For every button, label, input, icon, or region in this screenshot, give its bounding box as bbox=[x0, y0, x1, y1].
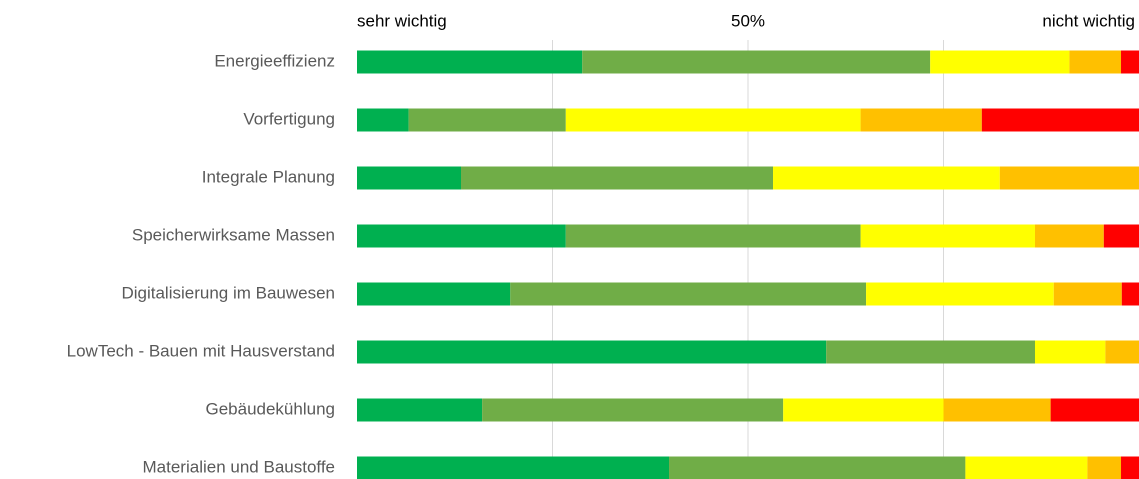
category-label: LowTech - Bauen mit Hausverstand bbox=[67, 341, 335, 360]
bar-segment bbox=[999, 166, 1139, 190]
bar-segment bbox=[1050, 398, 1139, 422]
x-tick-label: 50% bbox=[731, 11, 765, 30]
bar-segment bbox=[565, 108, 861, 132]
x-tick-label: sehr wichtig bbox=[357, 11, 447, 30]
bar-segment bbox=[565, 224, 861, 248]
category-label: Speicherwirksame Massen bbox=[132, 225, 335, 244]
bar-segment bbox=[1105, 340, 1139, 364]
bar-segment bbox=[357, 166, 462, 190]
bar-segment bbox=[669, 456, 966, 479]
bar-segment bbox=[357, 340, 827, 364]
bar-segment bbox=[357, 224, 566, 248]
bar-segment bbox=[860, 108, 982, 132]
bar-segment bbox=[482, 398, 784, 422]
bar-segment bbox=[357, 282, 511, 306]
bar-segment bbox=[357, 456, 670, 479]
bar-segment bbox=[943, 398, 1051, 422]
category-label: Energieeffizienz bbox=[214, 51, 335, 70]
bar-segment bbox=[866, 282, 1054, 306]
x-tick-label: nicht wichtig bbox=[1042, 11, 1135, 30]
bar-segment bbox=[1087, 456, 1122, 479]
bar-segment bbox=[826, 340, 1035, 364]
bar-segment bbox=[773, 166, 1000, 190]
bar-segment bbox=[783, 398, 944, 422]
bar-segment bbox=[1121, 50, 1139, 74]
bar-segment bbox=[1053, 282, 1122, 306]
bar-segment bbox=[860, 224, 1035, 248]
category-label: Integrale Planung bbox=[202, 167, 335, 186]
bar-segment bbox=[981, 108, 1139, 132]
bar-segment bbox=[1034, 224, 1104, 248]
bar-segment bbox=[1103, 224, 1139, 248]
category-label: Digitalisierung im Bauwesen bbox=[121, 283, 335, 302]
bar-segment bbox=[357, 50, 583, 74]
bar-segment bbox=[357, 108, 409, 132]
category-label: Gebäudekühlung bbox=[205, 399, 335, 418]
bar-segment bbox=[1121, 456, 1139, 479]
bar-segment bbox=[930, 50, 1070, 74]
bar-segment bbox=[461, 166, 774, 190]
bar-segment bbox=[1121, 282, 1139, 306]
bar-segment bbox=[510, 282, 867, 306]
bar-segment bbox=[408, 108, 566, 132]
bar-segment bbox=[965, 456, 1088, 479]
bar-segment bbox=[582, 50, 931, 74]
bar-segment bbox=[357, 398, 483, 422]
bar-segment bbox=[1034, 340, 1106, 364]
category-label: Materialien und Baustoffe bbox=[143, 457, 335, 476]
bar-segment bbox=[1069, 50, 1122, 74]
category-label: Vorfertigung bbox=[243, 109, 335, 128]
